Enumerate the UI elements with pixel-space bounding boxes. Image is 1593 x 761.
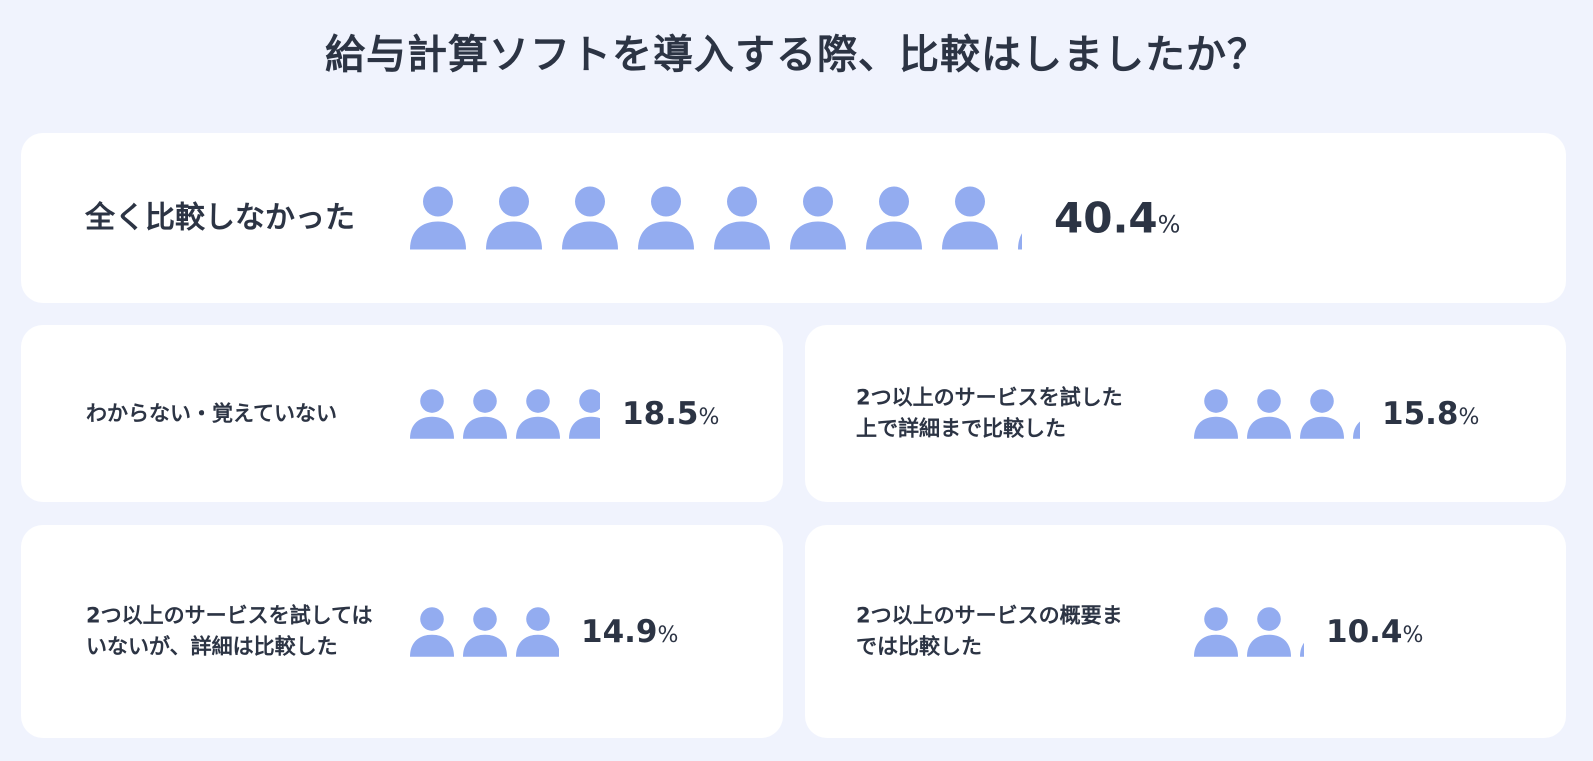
person-icon-bar [1194,606,1313,657]
person-icon-bar [410,388,609,439]
percentage-value: 10.4% [1326,614,1423,650]
percentage-value: 18.5% [622,396,719,432]
person-icon [638,186,694,250]
percentage-value: 14.9% [581,614,678,650]
person-icon [410,606,454,657]
result-card-3: 2つ以上のサービスを試してはいないが、詳細は比較した 14.9% [21,525,783,738]
category-label: 全く比較しなかった [85,200,355,236]
person-icon-bar [410,186,1042,250]
percentage-number: 18.5 [622,395,699,432]
person-icon-bar [410,606,568,657]
category-label: 2つ以上のサービスを試した上で詳細まで比較した [856,385,1123,441]
person-icon [569,388,600,439]
person-icon [516,606,560,657]
person-icon [1247,606,1291,657]
percentage-unit: % [1458,404,1480,430]
category-label: わからない・覚えていない [86,400,337,425]
person-icon [1300,388,1344,439]
person-icon [463,606,507,657]
percentage-number: 14.9 [581,613,658,650]
person-icon [1018,187,1023,250]
person-icon [410,186,466,250]
result-card-4: 2つ以上のサービスの概要までは比較した 10.4% [805,525,1566,738]
result-card-2: 2つ以上のサービスを試した上で詳細まで比較した 15.8% [805,325,1566,502]
category-label: 2つ以上のサービスを試してはいないが、詳細は比較した [86,603,373,659]
page-title: 給与計算ソフトを導入する際、比較はしましたか？ [325,32,1268,78]
percentage-unit: % [657,622,679,648]
person-icon [1194,606,1238,657]
person-icon [714,186,770,250]
person-icon [866,186,922,250]
percentage-number: 10.4 [1326,613,1403,650]
result-card-0: 全く比較しなかった 40.4% [21,133,1566,303]
percentage-number: 40.4 [1054,193,1158,243]
result-card-1: わからない・覚えていない 18.5% [21,325,783,502]
person-icon [790,186,846,250]
percentage-unit: % [1157,210,1181,239]
percentage-unit: % [1402,622,1424,648]
person-icon [1194,388,1238,439]
person-icon [1353,389,1361,439]
percentage-unit: % [698,404,720,430]
person-icon [486,186,542,250]
person-icon [410,388,454,439]
person-icon [1247,388,1291,439]
percentage-value: 40.4% [1054,194,1180,243]
person-icon [1300,607,1304,657]
person-icon-bar [1194,388,1369,439]
person-icon [562,186,618,250]
percentage-value: 15.8% [1382,396,1479,432]
person-icon [942,186,998,250]
percentage-number: 15.8 [1382,395,1459,432]
person-icon [463,388,507,439]
category-label: 2つ以上のサービスの概要までは比較した [856,603,1123,659]
person-icon [516,388,560,439]
